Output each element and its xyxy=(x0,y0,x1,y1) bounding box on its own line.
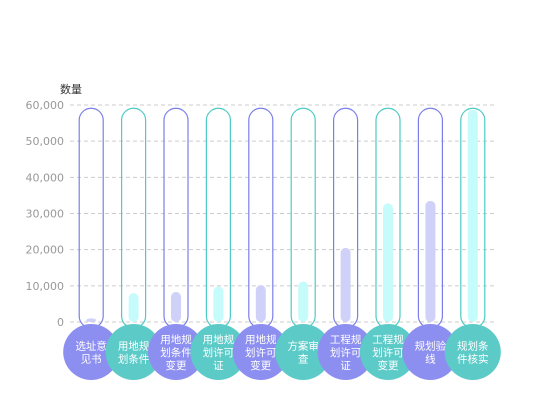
category-label: 划条件 xyxy=(118,353,150,366)
category-label: 用地规 xyxy=(245,333,277,346)
category-label: 划条件 xyxy=(160,346,192,359)
y-axis-label: 数量 xyxy=(60,83,82,96)
grid-lines xyxy=(70,104,494,323)
category-label: 见书 xyxy=(81,354,102,366)
bar xyxy=(340,247,351,322)
bar xyxy=(467,109,478,323)
category-label: 用地规 xyxy=(118,340,150,353)
category-label: 方案审 xyxy=(287,340,319,353)
bar xyxy=(255,285,266,322)
category-circle xyxy=(190,324,247,380)
category-label: 选址意 xyxy=(75,340,107,353)
category-labels: 选址意见书用地规划条件用地规划条件变更用地规划许可证用地规划许可变更方案审查工程… xyxy=(63,324,501,380)
y-tick-label: 50,000 xyxy=(26,135,65,148)
category-label: 划许可 xyxy=(372,346,404,359)
category-circle xyxy=(275,324,332,380)
category-label: 件核实 xyxy=(457,353,489,366)
category-label: 用地规 xyxy=(203,333,235,346)
bar xyxy=(128,293,139,322)
y-tick-label: 10,000 xyxy=(26,280,65,293)
category-circle xyxy=(444,324,501,380)
bar xyxy=(383,203,393,322)
category-label: 证 xyxy=(340,360,351,372)
category-circle xyxy=(105,324,162,380)
y-tick-label: 60,000 xyxy=(26,99,65,112)
category-label: 变更 xyxy=(378,359,399,372)
category-label: 线 xyxy=(425,353,436,366)
y-tick-label: 20,000 xyxy=(26,244,65,257)
category-label: 查 xyxy=(298,353,309,366)
bar xyxy=(425,200,436,322)
y-tick-label: 30,000 xyxy=(26,208,65,221)
bar xyxy=(171,291,181,322)
category-label: 变更 xyxy=(166,359,187,372)
y-tick-label: 0 xyxy=(57,316,64,329)
category-circle xyxy=(317,324,374,380)
bar xyxy=(298,281,309,322)
y-axis-ticks: 0 10,000 20,000 30,000 40,000 50,000 60,000 xyxy=(26,99,65,329)
bar xyxy=(213,286,224,322)
category-circle xyxy=(63,324,120,380)
category-circle xyxy=(402,324,459,380)
category-circle xyxy=(360,324,416,380)
category-label: 划许可 xyxy=(330,346,362,359)
category-label: 划许可 xyxy=(203,346,235,359)
category-label: 规划验 xyxy=(415,340,447,353)
category-label: 用地规 xyxy=(160,333,192,346)
category-label: 证 xyxy=(213,360,224,372)
category-label: 规划条 xyxy=(457,340,489,353)
category-label: 划许可 xyxy=(245,346,277,359)
category-label: 工程规 xyxy=(372,333,404,346)
category-label: 变更 xyxy=(250,359,271,372)
bar xyxy=(86,318,97,322)
category-circle xyxy=(232,324,289,380)
category-label: 工程规 xyxy=(330,333,362,346)
category-circle xyxy=(148,324,204,380)
y-tick-label: 40,000 xyxy=(26,171,65,184)
